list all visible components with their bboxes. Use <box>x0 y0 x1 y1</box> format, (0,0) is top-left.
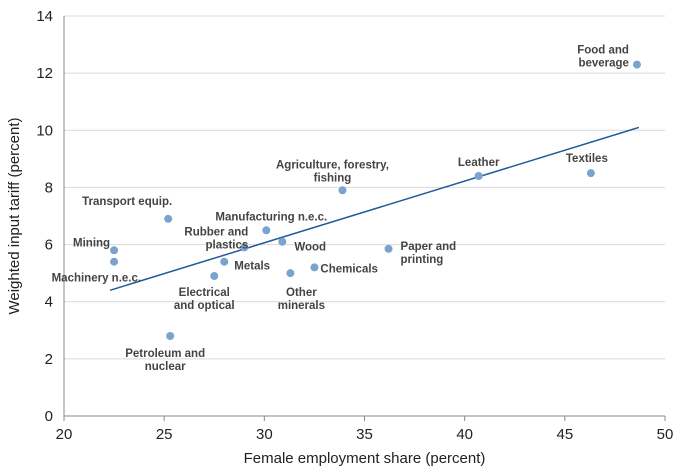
point-label: Mining <box>73 237 110 249</box>
point-label: Petroleum and nuclear <box>125 348 205 373</box>
point-label: Metals <box>234 261 270 273</box>
y-tick-label: 4 <box>45 294 53 311</box>
data-point <box>210 272 219 280</box>
point-label-line: Wood <box>294 242 326 254</box>
data-point <box>240 243 249 252</box>
data-point <box>110 246 119 255</box>
x-axis-title: Female employment share (percent) <box>244 450 486 467</box>
x-tick-label: 35 <box>356 426 373 443</box>
point-label-line: Rubber and <box>184 226 248 238</box>
data-point <box>586 169 595 178</box>
data-point <box>164 214 173 223</box>
point-label-line: Metals <box>234 261 270 273</box>
point-label-line: Petroleum and <box>125 348 205 360</box>
point-label-line: minerals <box>278 300 325 312</box>
point-label-line: Manufacturing n.e.c. <box>215 211 327 223</box>
data-point <box>166 332 175 340</box>
data-point <box>220 257 229 266</box>
y-tick-labels: 0 2 4 6 8 10 12 14 <box>36 8 53 425</box>
data-point <box>110 257 119 266</box>
point-label: Electrical and optical <box>174 287 235 312</box>
point-label: Transport equip. <box>82 196 172 208</box>
point-label: Chemicals <box>320 263 378 275</box>
point-label-line: Machinery n.e.c. <box>52 273 141 285</box>
y-tick-label: 14 <box>36 8 53 25</box>
point-label: Agriculture, forestry, fishing <box>276 159 389 184</box>
x-tick-labels: 20 25 30 35 40 45 50 <box>56 426 674 443</box>
point-label-line: fishing <box>314 172 352 184</box>
point-label-line: Electrical <box>179 287 230 299</box>
point-labels: Mining Machinery n.e.c. Transport equip. Pe… <box>52 45 629 373</box>
point-label: Other minerals <box>278 287 325 312</box>
point-label-line: and optical <box>174 300 235 312</box>
point-label: Textiles <box>566 153 608 165</box>
y-tick-label: 6 <box>45 237 53 254</box>
point-label-line: Mining <box>73 237 110 249</box>
data-point <box>310 263 319 272</box>
point-label-line: Paper and <box>401 241 457 253</box>
point-label: Wood <box>294 242 326 254</box>
point-label-line: beverage <box>578 58 629 70</box>
data-point <box>384 244 393 253</box>
point-label: Machinery n.e.c. <box>52 273 141 285</box>
grid <box>64 15 665 360</box>
x-tick-label: 20 <box>56 426 73 443</box>
trend-line <box>109 126 640 292</box>
point-label-line: Textiles <box>566 153 608 165</box>
point-label: Leather <box>458 157 500 169</box>
point-label-line: plastics <box>205 239 248 251</box>
y-axis-title: Weighted input tariff (percent) <box>6 117 23 314</box>
y-tick-label: 8 <box>45 179 53 196</box>
point-label-line: Agriculture, forestry, <box>276 159 389 171</box>
y-tick-label: 10 <box>36 122 53 139</box>
point-label: Food and beverage <box>577 45 629 70</box>
x-tick-label: 45 <box>556 426 573 443</box>
point-label-line: Chemicals <box>320 263 378 275</box>
data-point <box>286 269 295 278</box>
x-tick-label: 40 <box>456 426 473 443</box>
data-points <box>110 60 641 340</box>
y-tick-label: 12 <box>36 65 53 82</box>
data-point <box>262 226 271 235</box>
y-tick-label: 2 <box>45 351 53 368</box>
point-label-line: nuclear <box>145 361 186 373</box>
point-label-line: Other <box>286 287 317 299</box>
y-tick-label: 0 <box>45 408 53 425</box>
point-label-line: Food and <box>577 45 629 57</box>
data-point <box>474 172 483 180</box>
data-point <box>338 186 347 195</box>
point-label: Manufacturing n.e.c. <box>215 211 327 223</box>
data-point <box>278 237 287 246</box>
x-tick-label: 30 <box>256 426 273 443</box>
axes <box>63 16 666 421</box>
point-label: Rubber and plastics <box>184 226 248 251</box>
point-label-line: Leather <box>458 157 500 169</box>
point-label-line: Transport equip. <box>82 196 172 208</box>
x-tick-label: 50 <box>657 426 674 443</box>
point-label: Paper and printing <box>401 241 457 266</box>
x-tick-label: 25 <box>156 426 173 443</box>
data-point <box>632 60 641 69</box>
point-label-line: printing <box>401 254 444 266</box>
